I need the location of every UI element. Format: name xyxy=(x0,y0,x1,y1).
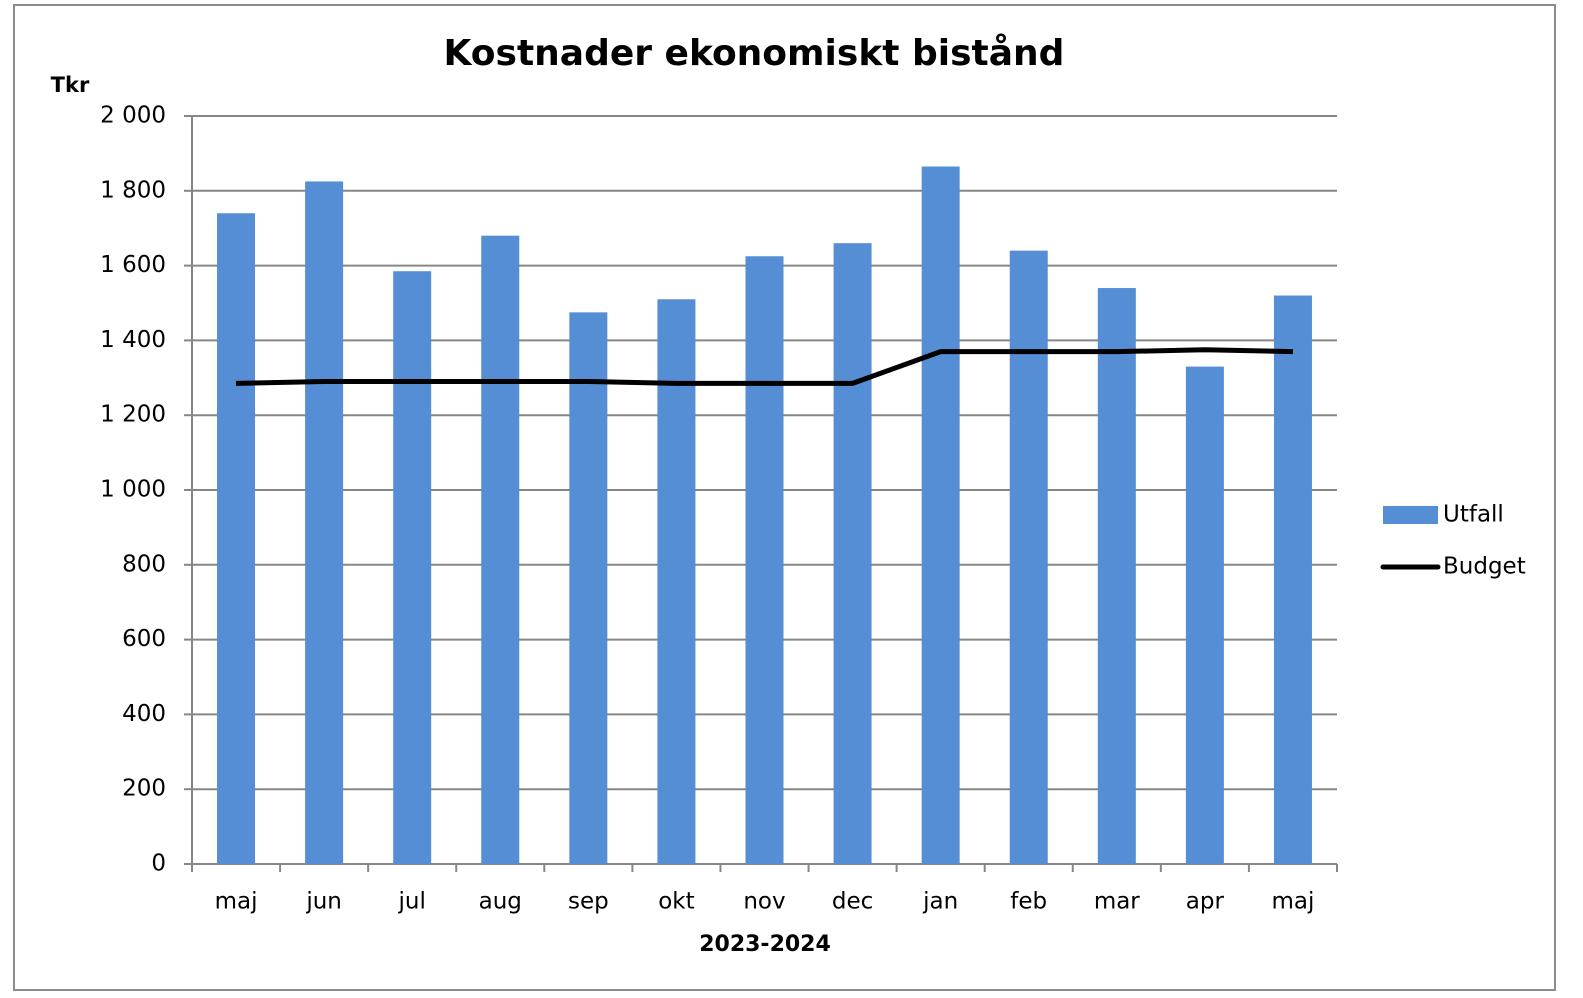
y-tick-label: 200 xyxy=(122,776,166,802)
y-tick-label: 2 000 xyxy=(100,103,166,129)
bar xyxy=(745,256,784,864)
x-tick-label: feb xyxy=(1010,889,1047,915)
x-tick-label: maj xyxy=(215,889,258,915)
line xyxy=(235,347,1294,386)
bar xyxy=(833,243,872,864)
y-tick-label: 1 000 xyxy=(100,477,166,503)
x-tick-label: sep xyxy=(568,889,609,915)
bar xyxy=(1097,288,1136,864)
x-tick-label: mar xyxy=(1094,889,1140,915)
legend-swatch xyxy=(1383,506,1438,524)
bar xyxy=(569,312,608,865)
x-tick-label: okt xyxy=(658,889,694,915)
x-tick-label: maj xyxy=(1272,889,1315,915)
y-tick-label: 1 800 xyxy=(100,177,166,203)
bar xyxy=(657,299,696,864)
x-tick-label: jul xyxy=(398,889,426,915)
x-tick-label: dec xyxy=(832,889,873,915)
x-tick-label: apr xyxy=(1186,889,1225,915)
legend-label: Utfall xyxy=(1443,502,1504,528)
y-axis-label: Tkr xyxy=(51,73,90,97)
chart-title: Kostnader ekonomiskt bistånd xyxy=(444,33,1065,74)
x-tick-label: nov xyxy=(743,889,785,915)
y-tick-label: 0 xyxy=(151,851,166,877)
y-tick-label: 800 xyxy=(122,551,166,577)
x-tick-label: aug xyxy=(479,889,522,915)
bar xyxy=(481,235,520,864)
x-axis-label: 2023-2024 xyxy=(699,932,831,957)
x-tick-label: jan xyxy=(922,889,958,915)
y-tick-label: 400 xyxy=(122,701,166,727)
bar xyxy=(1009,250,1048,864)
bar xyxy=(393,271,432,865)
x-tick-label: jun xyxy=(305,889,342,915)
bar xyxy=(1273,295,1312,864)
bar xyxy=(217,213,256,865)
bar xyxy=(305,181,344,864)
bar xyxy=(921,166,960,865)
y-tick-label: 1 200 xyxy=(100,402,166,428)
y-tick-label: 1 400 xyxy=(100,327,166,353)
y-tick-label: 600 xyxy=(122,626,166,652)
bar xyxy=(1185,366,1224,864)
legend-label: Budget xyxy=(1443,554,1526,580)
y-tick-label: 1 600 xyxy=(100,252,166,278)
